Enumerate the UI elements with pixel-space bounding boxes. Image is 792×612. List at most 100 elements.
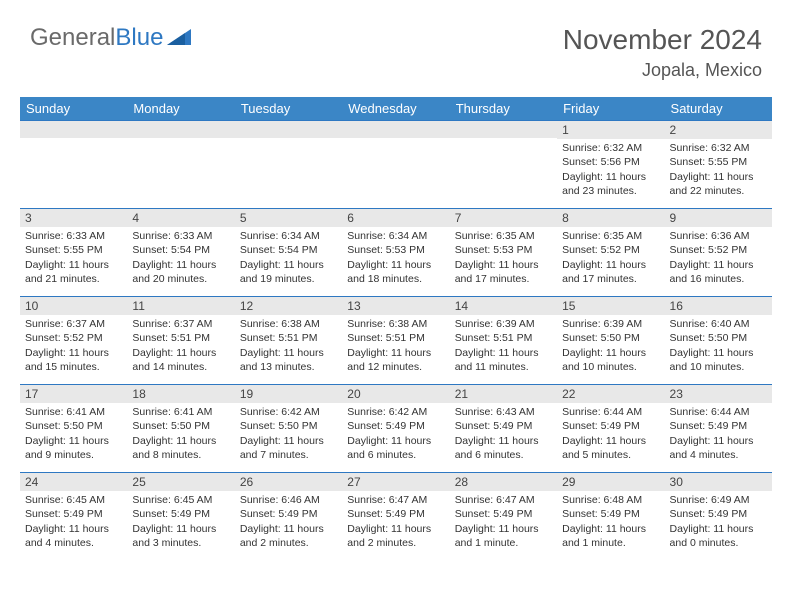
sunset-line: Sunset: 5:49 PM [347,419,444,433]
calendar-cell [450,120,557,208]
weekday-header: Sunday [20,97,127,120]
day-details: Sunrise: 6:33 AMSunset: 5:55 PMDaylight:… [20,227,127,290]
sunrise-line: Sunrise: 6:45 AM [132,493,229,507]
day-number: 24 [20,472,127,491]
sunrise-line: Sunrise: 6:34 AM [240,229,337,243]
calendar-cell: 13Sunrise: 6:38 AMSunset: 5:51 PMDayligh… [342,296,449,384]
day-number: 29 [557,472,664,491]
sunset-line: Sunset: 5:55 PM [25,243,122,257]
day-details: Sunrise: 6:47 AMSunset: 5:49 PMDaylight:… [342,491,449,554]
calendar-cell: 11Sunrise: 6:37 AMSunset: 5:51 PMDayligh… [127,296,234,384]
daylight-line: Daylight: 11 hours and 15 minutes. [25,346,122,374]
sunset-line: Sunset: 5:49 PM [455,419,552,433]
sunrise-line: Sunrise: 6:42 AM [347,405,444,419]
day-number: 20 [342,384,449,403]
sunrise-line: Sunrise: 6:32 AM [670,141,767,155]
sunset-line: Sunset: 5:49 PM [455,507,552,521]
daylight-line: Daylight: 11 hours and 6 minutes. [347,434,444,462]
sunset-line: Sunset: 5:49 PM [562,507,659,521]
sunrise-line: Sunrise: 6:45 AM [25,493,122,507]
location-label: Jopala, Mexico [563,60,762,81]
day-number: 23 [665,384,772,403]
sunset-line: Sunset: 5:51 PM [347,331,444,345]
calendar-cell: 3Sunrise: 6:33 AMSunset: 5:55 PMDaylight… [20,208,127,296]
weekday-header-row: SundayMondayTuesdayWednesdayThursdayFrid… [20,97,772,120]
calendar-cell: 18Sunrise: 6:41 AMSunset: 5:50 PMDayligh… [127,384,234,472]
daylight-line: Daylight: 11 hours and 12 minutes. [347,346,444,374]
calendar-cell: 4Sunrise: 6:33 AMSunset: 5:54 PMDaylight… [127,208,234,296]
sunset-line: Sunset: 5:54 PM [240,243,337,257]
calendar-cell [342,120,449,208]
page-title: November 2024 [563,24,762,56]
calendar-cell: 5Sunrise: 6:34 AMSunset: 5:54 PMDaylight… [235,208,342,296]
weekday-header: Wednesday [342,97,449,120]
sunset-line: Sunset: 5:52 PM [562,243,659,257]
day-details: Sunrise: 6:42 AMSunset: 5:50 PMDaylight:… [235,403,342,466]
day-details: Sunrise: 6:41 AMSunset: 5:50 PMDaylight:… [127,403,234,466]
daylight-line: Daylight: 11 hours and 4 minutes. [25,522,122,550]
day-number: 16 [665,296,772,315]
day-details: Sunrise: 6:49 AMSunset: 5:49 PMDaylight:… [665,491,772,554]
day-details: Sunrise: 6:42 AMSunset: 5:49 PMDaylight:… [342,403,449,466]
day-details: Sunrise: 6:32 AMSunset: 5:55 PMDaylight:… [665,139,772,202]
calendar-cell: 25Sunrise: 6:45 AMSunset: 5:49 PMDayligh… [127,472,234,560]
sunset-line: Sunset: 5:49 PM [132,507,229,521]
sunrise-line: Sunrise: 6:38 AM [240,317,337,331]
day-number: 13 [342,296,449,315]
daylight-line: Daylight: 11 hours and 17 minutes. [562,258,659,286]
day-number: 12 [235,296,342,315]
day-details: Sunrise: 6:39 AMSunset: 5:51 PMDaylight:… [450,315,557,378]
calendar-cell [235,120,342,208]
sunrise-line: Sunrise: 6:47 AM [347,493,444,507]
sunset-line: Sunset: 5:52 PM [670,243,767,257]
daylight-line: Daylight: 11 hours and 20 minutes. [132,258,229,286]
sunrise-line: Sunrise: 6:44 AM [562,405,659,419]
day-number: 19 [235,384,342,403]
sunrise-line: Sunrise: 6:49 AM [670,493,767,507]
daylight-line: Daylight: 11 hours and 3 minutes. [132,522,229,550]
calendar-cell: 15Sunrise: 6:39 AMSunset: 5:50 PMDayligh… [557,296,664,384]
header: GeneralBlue November 2024 Jopala, Mexico [0,0,792,91]
day-details: Sunrise: 6:41 AMSunset: 5:50 PMDaylight:… [20,403,127,466]
day-number: 26 [235,472,342,491]
day-details: Sunrise: 6:45 AMSunset: 5:49 PMDaylight:… [20,491,127,554]
day-number: 4 [127,208,234,227]
calendar-cell: 29Sunrise: 6:48 AMSunset: 5:49 PMDayligh… [557,472,664,560]
daylight-line: Daylight: 11 hours and 8 minutes. [132,434,229,462]
calendar-cell: 30Sunrise: 6:49 AMSunset: 5:49 PMDayligh… [665,472,772,560]
daylight-line: Daylight: 11 hours and 1 minute. [562,522,659,550]
sunset-line: Sunset: 5:56 PM [562,155,659,169]
day-number: 1 [557,120,664,139]
empty-day-strip [342,120,449,138]
day-number: 5 [235,208,342,227]
day-number: 25 [127,472,234,491]
sunrise-line: Sunrise: 6:41 AM [132,405,229,419]
sunrise-line: Sunrise: 6:35 AM [562,229,659,243]
day-details: Sunrise: 6:36 AMSunset: 5:52 PMDaylight:… [665,227,772,290]
daylight-line: Daylight: 11 hours and 7 minutes. [240,434,337,462]
calendar-cell [20,120,127,208]
day-number: 22 [557,384,664,403]
sunset-line: Sunset: 5:49 PM [670,507,767,521]
day-details: Sunrise: 6:45 AMSunset: 5:49 PMDaylight:… [127,491,234,554]
sunset-line: Sunset: 5:53 PM [347,243,444,257]
daylight-line: Daylight: 11 hours and 17 minutes. [455,258,552,286]
sunrise-line: Sunrise: 6:36 AM [670,229,767,243]
daylight-line: Daylight: 11 hours and 2 minutes. [240,522,337,550]
logo-triangle-icon [167,27,195,47]
sunrise-line: Sunrise: 6:32 AM [562,141,659,155]
day-number: 2 [665,120,772,139]
calendar-cell: 14Sunrise: 6:39 AMSunset: 5:51 PMDayligh… [450,296,557,384]
day-details: Sunrise: 6:39 AMSunset: 5:50 PMDaylight:… [557,315,664,378]
calendar-cell: 16Sunrise: 6:40 AMSunset: 5:50 PMDayligh… [665,296,772,384]
calendar-row: 24Sunrise: 6:45 AMSunset: 5:49 PMDayligh… [20,472,772,560]
sunrise-line: Sunrise: 6:37 AM [132,317,229,331]
calendar-cell: 1Sunrise: 6:32 AMSunset: 5:56 PMDaylight… [557,120,664,208]
day-number: 6 [342,208,449,227]
weekday-header: Saturday [665,97,772,120]
day-number: 21 [450,384,557,403]
sunset-line: Sunset: 5:49 PM [25,507,122,521]
sunset-line: Sunset: 5:50 PM [562,331,659,345]
logo: GeneralBlue [30,24,195,52]
calendar-row: 17Sunrise: 6:41 AMSunset: 5:50 PMDayligh… [20,384,772,472]
